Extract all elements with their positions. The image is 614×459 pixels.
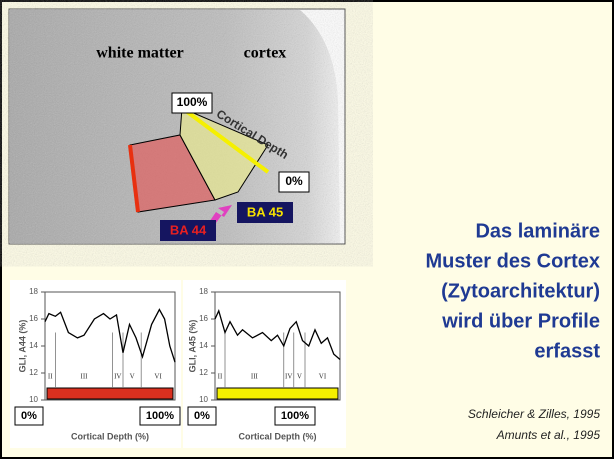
layer-label: IV — [285, 373, 292, 381]
depth-bar — [46, 387, 174, 400]
citation: Amunts et al., 1995 — [496, 428, 601, 442]
layer-label: III — [251, 373, 259, 381]
ba45-edge — [180, 106, 270, 174]
y-tick-label: 16 — [199, 314, 208, 323]
depth-label-box — [14, 406, 44, 426]
label: 0% — [285, 174, 303, 188]
citation: Schleicher & Zilles, 1995 — [468, 407, 600, 421]
depth-label: 100% — [281, 410, 309, 422]
label: BA 45 — [247, 204, 283, 219]
label-box — [237, 202, 293, 223]
label: 100% — [177, 95, 208, 109]
layer-label: III — [81, 373, 89, 381]
x-axis-label: Cortical Depth (%) — [238, 431, 316, 441]
depth-label-box — [139, 406, 181, 426]
layer-label: V — [297, 373, 302, 381]
depth-label: 100% — [146, 410, 174, 422]
charts: 10 12 14 16 18 GLI, A44 (%) Cortical Depth (%)… — [10, 280, 346, 448]
title-line: Das laminäre — [475, 220, 600, 242]
layer-label: VI — [154, 373, 162, 381]
layer-label: II — [48, 373, 53, 381]
title-line: wird über Profile — [441, 310, 600, 332]
title-line: Muster des Cortex — [426, 250, 601, 272]
depth-label-box — [274, 406, 316, 426]
label: white matter — [96, 45, 184, 62]
profile-line — [44, 308, 176, 363]
y-tick-label: 16 — [29, 314, 38, 323]
y-axis-label: GLI, A45 (%) — [187, 320, 197, 373]
citations: Schleicher & Zilles, 1995 Amunts et al., … — [468, 407, 600, 442]
title-line: (Zytoarchitektur) — [441, 280, 600, 302]
label: cortex — [244, 45, 287, 62]
title-line: erfasst — [534, 340, 600, 362]
arrow — [201, 205, 232, 235]
profile-line — [214, 309, 341, 360]
y-tick-label: 18 — [29, 287, 38, 296]
depth-label: 0% — [21, 410, 37, 422]
slide-title: Das laminäre Muster des Cortex (Zytoarchit… — [426, 220, 601, 362]
depth-label-box — [187, 406, 217, 426]
depth-label: 0% — [194, 410, 210, 422]
label-box — [160, 220, 216, 241]
y-tick-label: 14 — [199, 341, 208, 350]
label-box — [278, 171, 310, 193]
ba44-edge — [128, 144, 140, 213]
y-tick-label: 18 — [199, 287, 208, 296]
x-axis-label: Cortical Depth (%) — [71, 431, 149, 441]
y-axis-label: GLI, A44 (%) — [17, 320, 27, 373]
y-tick-label: 12 — [199, 368, 208, 377]
layer-label: V — [130, 373, 135, 381]
y-tick-label: 14 — [29, 341, 38, 350]
layer-label: VI — [319, 373, 327, 381]
layer-label: II — [218, 373, 223, 381]
histology-image: white matter cortex 100% Cortical Depth … — [8, 8, 346, 245]
y-tick-label: 10 — [29, 395, 38, 404]
layer-label: IV — [114, 373, 121, 381]
y-tick-label: 12 — [29, 368, 38, 377]
depth-bar — [216, 387, 339, 400]
label-box — [171, 92, 213, 114]
y-tick-label: 10 — [199, 395, 208, 404]
label: BA 44 — [170, 222, 207, 237]
